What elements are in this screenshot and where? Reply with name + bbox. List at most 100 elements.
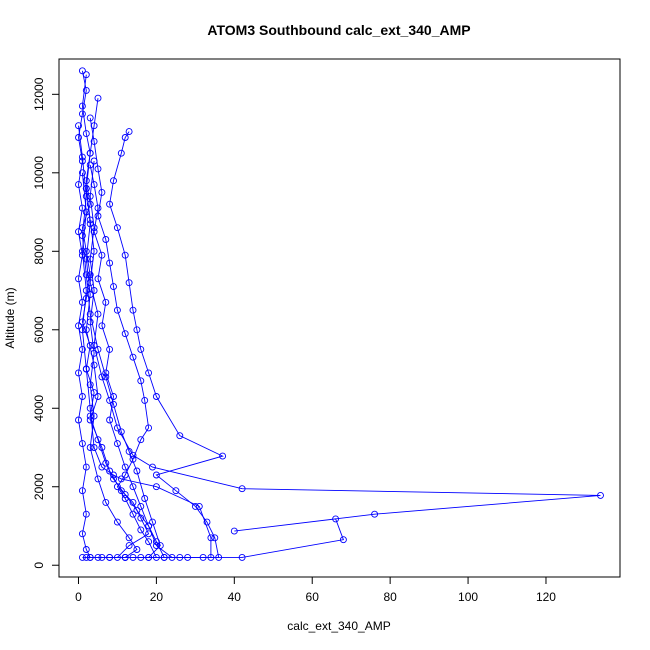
- data-point: [172, 487, 180, 495]
- data-point: [82, 192, 90, 200]
- data-point: [152, 471, 160, 479]
- data-point: [106, 553, 114, 561]
- data-point: [78, 553, 86, 561]
- data-point: [106, 416, 114, 424]
- data-point: [98, 251, 106, 259]
- data-point: [141, 495, 149, 502]
- data-point: [137, 377, 145, 385]
- data-point: [110, 475, 117, 483]
- data-point: [152, 393, 160, 400]
- data-point: [90, 444, 98, 451]
- data-point: [106, 200, 114, 208]
- data-point: [94, 553, 102, 561]
- x-axis-label: calc_ext_340_AMP: [287, 619, 390, 633]
- series-line: [89, 164, 188, 558]
- data-point: [90, 122, 98, 130]
- data-point: [121, 251, 129, 259]
- data-point: [102, 369, 110, 377]
- data-point: [98, 463, 106, 471]
- data-point: [597, 491, 604, 499]
- data-point: [195, 502, 203, 510]
- data-point: [98, 444, 106, 451]
- data-point: [94, 275, 102, 283]
- data-point: [238, 553, 246, 561]
- data-point: [90, 412, 98, 420]
- data-point: [102, 236, 110, 243]
- data-point: [75, 275, 82, 283]
- data-point: [78, 530, 86, 538]
- data-point: [145, 522, 153, 530]
- data-point: [75, 122, 82, 130]
- data-point: [78, 67, 86, 75]
- data-point: [94, 165, 102, 173]
- series-2: [106, 128, 227, 561]
- data-point: [82, 510, 90, 518]
- data-point: [94, 436, 102, 444]
- data-point: [78, 247, 86, 255]
- series-line: [109, 131, 224, 558]
- data-point: [86, 149, 94, 157]
- data-point: [86, 192, 94, 200]
- data-point: [207, 553, 215, 561]
- chart-title: ATOM3 Southbound calc_ext_340_AMP: [207, 22, 470, 38]
- data-point: [137, 526, 145, 534]
- data-point: [82, 463, 90, 471]
- y-tick-label: 0: [32, 562, 46, 569]
- series-7: [75, 122, 164, 561]
- y-tick-label: 4000: [32, 395, 46, 422]
- data-point: [219, 452, 227, 460]
- data-point: [184, 553, 192, 561]
- data-point: [117, 149, 125, 157]
- data-point: [176, 432, 184, 440]
- y-axis-label: Altitude (m): [3, 287, 17, 348]
- data-point: [203, 518, 211, 526]
- data-point: [86, 318, 94, 326]
- data-point: [125, 279, 133, 287]
- data-point: [86, 553, 94, 561]
- x-tick-label: 40: [228, 590, 242, 604]
- data-point: [125, 128, 133, 136]
- data-point: [238, 485, 246, 493]
- y-tick-label: 12000: [32, 77, 46, 111]
- data-point: [117, 487, 125, 495]
- data-point: [149, 518, 156, 526]
- data-point: [113, 518, 121, 526]
- data-point: [82, 546, 90, 553]
- data-point: [117, 428, 125, 436]
- series-4: [82, 185, 604, 561]
- data-point: [133, 467, 141, 475]
- data-point: [82, 287, 90, 294]
- data-point: [102, 298, 110, 306]
- data-point: [94, 393, 102, 400]
- data-point: [133, 506, 141, 514]
- data-point: [145, 424, 153, 432]
- data-point: [94, 345, 102, 353]
- x-tick-label: 60: [306, 590, 320, 604]
- data-point: [94, 204, 102, 212]
- y-tick-label: 6000: [32, 316, 46, 343]
- data-point: [129, 483, 137, 491]
- data-point: [82, 326, 90, 334]
- data-point: [137, 502, 145, 510]
- data-point: [137, 514, 145, 522]
- data-point: [86, 271, 94, 279]
- data-point: [86, 114, 94, 122]
- data-point: [102, 498, 110, 506]
- data-point: [82, 255, 90, 263]
- data-point: [78, 440, 86, 448]
- data-point: [110, 177, 117, 185]
- data-point: [129, 353, 137, 361]
- data-point: [86, 310, 94, 318]
- data-point: [82, 86, 90, 94]
- data-point: [75, 134, 82, 141]
- data-point: [207, 534, 215, 542]
- data-point: [78, 393, 86, 400]
- data-point: [75, 228, 82, 236]
- data-point: [78, 169, 86, 177]
- data-point: [211, 534, 219, 542]
- data-point: [78, 487, 86, 495]
- data-point: [82, 247, 90, 255]
- series-1: [75, 67, 94, 561]
- data-point: [129, 306, 137, 314]
- data-point: [90, 224, 98, 232]
